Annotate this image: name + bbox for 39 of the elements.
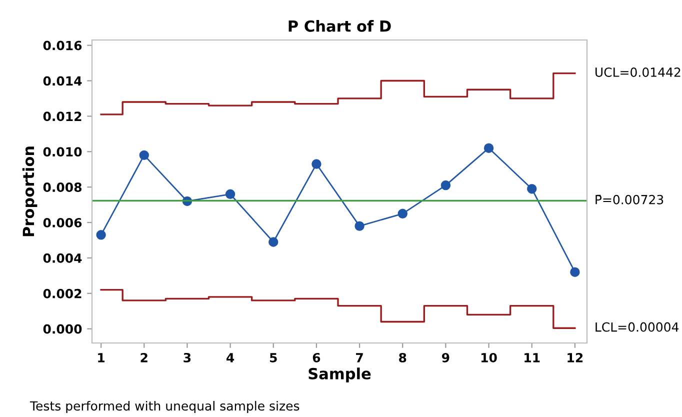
x-tick-label: 12 (568, 352, 583, 362)
point (225, 189, 236, 200)
y-tick-label: 0.010 (43, 147, 82, 157)
series-label: UCL=0.01442 (596, 67, 680, 77)
point (570, 267, 580, 277)
x-tick-label: 2 (140, 352, 148, 362)
x-tick-label: 4 (226, 353, 234, 362)
y-tick-label: 0.002 (43, 288, 82, 298)
point (354, 221, 364, 231)
x-tick-label: 9 (442, 352, 450, 362)
x-tick-label: 5 (270, 353, 277, 362)
point (440, 180, 451, 190)
point (139, 150, 149, 160)
y-tick-label: 0.000 (43, 324, 82, 334)
text: Tests performed with unequal sample sizes (30, 400, 300, 414)
point (96, 230, 106, 240)
x-tick-label: 6 (312, 352, 320, 362)
x-tick-label: 10 (481, 352, 497, 362)
series-label: LCL=0.00004 (596, 322, 679, 332)
point (526, 184, 537, 194)
y-axis-title: Proportion (22, 146, 38, 236)
y-tick-label: 0.004 (43, 253, 82, 263)
y-tick-label: 0.008 (43, 182, 82, 192)
x-tick-label: 7 (356, 353, 363, 362)
point (484, 143, 494, 153)
y-tick-label: 0.016 (43, 40, 82, 50)
y-tick-label: 0.006 (43, 218, 82, 228)
x-tick-label: 8 (399, 352, 406, 362)
chart-title: P Chart of D (288, 20, 391, 32)
x-tick-label: 3 (184, 352, 191, 362)
point (268, 237, 278, 247)
ref-line-label: P̄=0.00723 (596, 194, 664, 204)
point (398, 208, 408, 219)
x-axis-title: Sample (308, 368, 371, 382)
y-tick-label: 0.012 (43, 112, 82, 122)
y-tick-label: 0.014 (43, 76, 82, 86)
x-tick-label: 1 (98, 353, 105, 362)
point (312, 159, 322, 169)
x-tick-label: 11 (524, 353, 540, 362)
